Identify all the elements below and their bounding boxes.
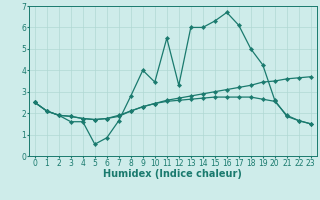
X-axis label: Humidex (Indice chaleur): Humidex (Indice chaleur) [103, 169, 242, 179]
